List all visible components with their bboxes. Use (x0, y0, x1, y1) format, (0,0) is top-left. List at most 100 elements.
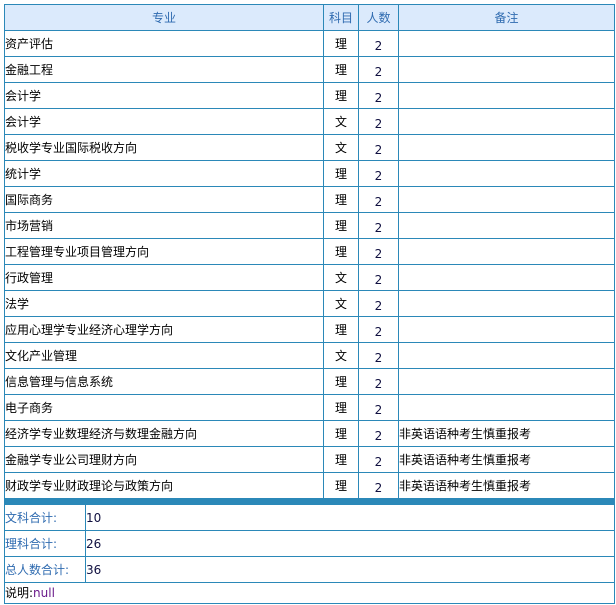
table-row: 统计学理 2 (4, 160, 615, 187)
cell-subject: 文 (323, 108, 359, 135)
cell-count: 2 (358, 290, 399, 317)
cell-subject: 理 (323, 82, 359, 109)
science-total-row: 理科合计: 26 (4, 530, 615, 557)
cell-remark (398, 316, 615, 343)
header-subject: 科目 (323, 4, 359, 31)
note-label: 说明: (5, 586, 34, 600)
cell-remark: 非英语语种考生慎重报考 (398, 420, 615, 447)
cell-major: 经济学专业数理经济与数理金融方向 (4, 420, 324, 447)
cell-subject: 理 (323, 446, 359, 473)
cell-remark (398, 56, 615, 83)
cell-subject: 文 (323, 290, 359, 317)
note-cell: 说明:null (4, 582, 615, 604)
cell-major: 市场营销 (4, 212, 324, 239)
header-row: 专业 科目 人数 备注 (4, 4, 615, 31)
cell-major: 应用心理学专业经济心理学方向 (4, 316, 324, 343)
cell-remark: 非英语语种考生慎重报考 (398, 446, 615, 473)
arts-total-value: 10 (85, 504, 615, 531)
cell-subject: 理 (323, 472, 359, 499)
cell-major: 会计学 (4, 108, 324, 135)
table-row: 金融工程理 2 (4, 56, 615, 83)
cell-count: 2 (358, 264, 399, 291)
cell-count: 2 (358, 160, 399, 187)
cell-remark (398, 134, 615, 161)
header-major: 专业 (4, 4, 324, 31)
cell-count: 2 (358, 186, 399, 213)
cell-remark (398, 368, 615, 395)
cell-remark (398, 342, 615, 369)
table-row: 应用心理学专业经济心理学方向理 2 (4, 316, 615, 343)
cell-count: 2 (358, 82, 399, 109)
cell-major: 金融学专业公司理财方向 (4, 446, 324, 473)
overall-total-value: 36 (85, 556, 615, 583)
cell-major: 文化产业管理 (4, 342, 324, 369)
cell-subject: 理 (323, 238, 359, 265)
header-remark: 备注 (398, 4, 615, 31)
table-row: 财政学专业财政理论与政策方向理 2 非英语语种考生慎重报考 (4, 472, 615, 499)
cell-subject: 文 (323, 264, 359, 291)
cell-count: 2 (358, 368, 399, 395)
overall-total-label: 总人数合计: (4, 556, 86, 583)
cell-major: 金融工程 (4, 56, 324, 83)
cell-subject: 理 (323, 394, 359, 421)
table-row: 会计学理 2 (4, 82, 615, 109)
cell-count: 2 (358, 316, 399, 343)
cell-major: 会计学 (4, 82, 324, 109)
cell-count: 2 (358, 394, 399, 421)
cell-count: 2 (358, 212, 399, 239)
cell-count: 2 (358, 134, 399, 161)
divider (4, 499, 615, 504)
cell-count: 2 (358, 342, 399, 369)
enrollment-table: 专业 科目 人数 备注 资产评估理 2 金融工程理 2 会计学理 2 会计学文 2 税收学专业国… (4, 4, 615, 499)
table-row: 法学文 2 (4, 290, 615, 317)
cell-count: 2 (358, 420, 399, 447)
summary-table: 文科合计: 10 理科合计: 26 总人数合计: 36 说明:null (4, 504, 615, 604)
cell-subject: 理 (323, 316, 359, 343)
cell-count: 2 (358, 238, 399, 265)
cell-subject: 理 (323, 30, 359, 57)
cell-major: 资产评估 (4, 30, 324, 57)
cell-major: 税收学专业国际税收方向 (4, 134, 324, 161)
cell-remark (398, 186, 615, 213)
cell-remark (398, 290, 615, 317)
cell-subject: 理 (323, 368, 359, 395)
cell-count: 2 (358, 472, 399, 499)
cell-remark (398, 238, 615, 265)
cell-major: 工程管理专业项目管理方向 (4, 238, 324, 265)
cell-major: 财政学专业财政理论与政策方向 (4, 472, 324, 499)
table-row: 会计学文 2 (4, 108, 615, 135)
table-row: 金融学专业公司理财方向理 2 非英语语种考生慎重报考 (4, 446, 615, 473)
overall-total-row: 总人数合计: 36 (4, 556, 615, 583)
cell-remark (398, 264, 615, 291)
cell-remark (398, 160, 615, 187)
table-row: 经济学专业数理经济与数理金融方向理 2 非英语语种考生慎重报考 (4, 420, 615, 447)
table-row: 市场营销理 2 (4, 212, 615, 239)
cell-major: 统计学 (4, 160, 324, 187)
cell-count: 2 (358, 108, 399, 135)
science-total-label: 理科合计: (4, 530, 86, 557)
table-row: 税收学专业国际税收方向文 2 (4, 134, 615, 161)
table-row: 信息管理与信息系统理 2 (4, 368, 615, 395)
cell-major: 信息管理与信息系统 (4, 368, 324, 395)
cell-subject: 理 (323, 212, 359, 239)
note-row: 说明:null (4, 582, 615, 604)
cell-subject: 文 (323, 342, 359, 369)
cell-major: 法学 (4, 290, 324, 317)
table-row: 文化产业管理文 2 (4, 342, 615, 369)
table-row: 国际商务理 2 (4, 186, 615, 213)
cell-subject: 理 (323, 56, 359, 83)
cell-subject: 理 (323, 420, 359, 447)
cell-count: 2 (358, 56, 399, 83)
cell-major: 行政管理 (4, 264, 324, 291)
cell-remark (398, 212, 615, 239)
cell-count: 2 (358, 30, 399, 57)
cell-remark (398, 82, 615, 109)
cell-count: 2 (358, 446, 399, 473)
cell-remark (398, 394, 615, 421)
table-row: 工程管理专业项目管理方向理 2 (4, 238, 615, 265)
cell-remark: 非英语语种考生慎重报考 (398, 472, 615, 499)
cell-major: 国际商务 (4, 186, 324, 213)
table-row: 行政管理文 2 (4, 264, 615, 291)
table-row: 资产评估理 2 (4, 30, 615, 57)
cell-major: 电子商务 (4, 394, 324, 421)
